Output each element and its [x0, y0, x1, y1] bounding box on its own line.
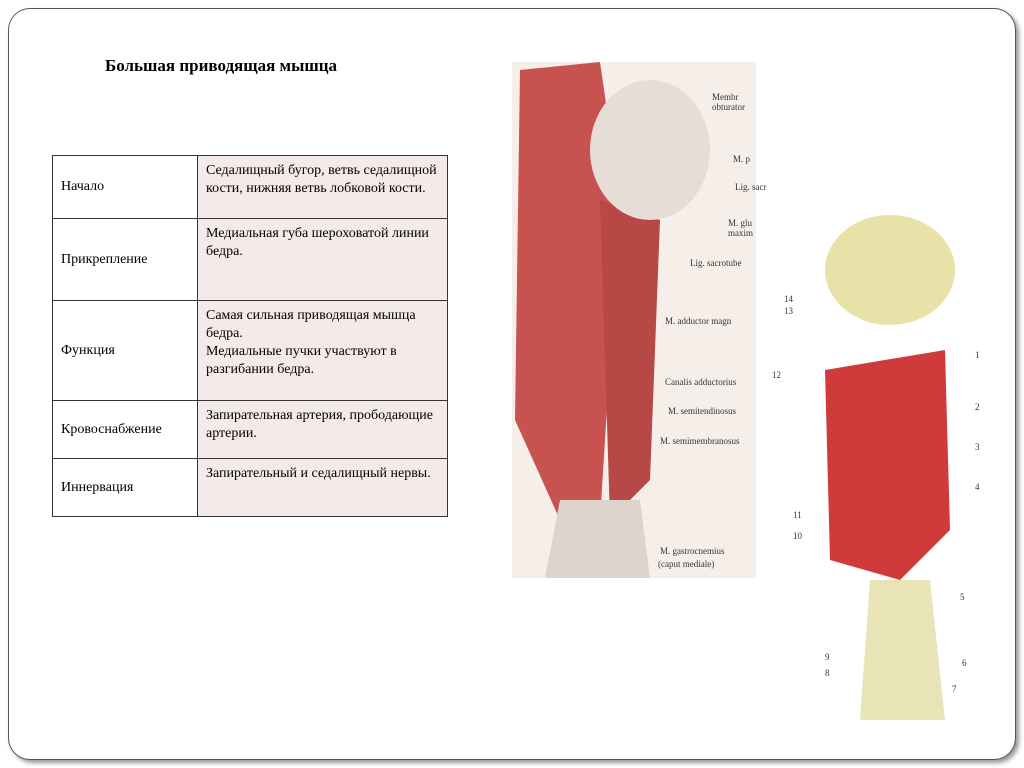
label: 1: [975, 350, 980, 360]
label: M. glu: [728, 218, 753, 228]
bone: [545, 500, 650, 578]
label: 9: [825, 652, 830, 662]
cell: Иннервация: [52, 458, 198, 517]
bone: [825, 215, 955, 325]
label: M. p: [733, 154, 751, 164]
label: 8: [825, 668, 830, 678]
cell: Запирательный и седалищный нервы.: [197, 458, 448, 517]
label: 6: [962, 658, 967, 668]
label: (caput mediale): [658, 559, 714, 569]
cell: Функция: [52, 300, 198, 401]
label: 11: [793, 510, 802, 520]
bone: [860, 580, 945, 720]
label: M. semimembranosus: [660, 436, 740, 446]
label: 10: [793, 531, 803, 541]
cell: Самая сильная приводящая мышца бедра. Ме…: [197, 300, 448, 401]
label: Lig. sacrotube: [690, 258, 741, 268]
label: 13: [784, 306, 794, 316]
label: Lig. sacr: [735, 182, 767, 192]
label: obturator: [712, 102, 745, 112]
label: M. adductor magn: [665, 316, 732, 326]
cell: Прикрепление: [52, 218, 198, 301]
label: M. gastrocnemius: [660, 546, 725, 556]
label: 7: [952, 684, 957, 694]
figure-right: 14 13 12 1 2 3 4 11 10 5 9 8 6 7: [772, 215, 980, 720]
label: Canalis adductorius: [665, 377, 737, 387]
muscle-table: Начало Седалищный бугор, ветвь седалищной…: [52, 155, 448, 517]
label: 4: [975, 482, 980, 492]
bone: [590, 80, 710, 220]
label: 3: [975, 442, 980, 452]
muscle: [600, 200, 660, 520]
label: 12: [772, 370, 781, 380]
muscle: [515, 62, 620, 520]
cell: Медиальная губа шероховатой линии бедра.: [197, 218, 448, 301]
label: 5: [960, 592, 965, 602]
slide-title: Большая приводящая мышца: [105, 56, 338, 75]
label: 14: [784, 294, 794, 304]
label: M. semitendinosus: [668, 406, 736, 416]
label: maxim: [728, 228, 753, 238]
cell: Начало: [52, 155, 198, 219]
figure-left: Membr obturator M. p Lig. sacr M. glu ma…: [512, 62, 767, 578]
muscle: [825, 350, 950, 580]
cell: Седалищный бугор, ветвь седалищной кости…: [197, 155, 448, 219]
label: Membr: [712, 92, 739, 102]
label: 2: [975, 402, 980, 412]
cell: Кровоснабжение: [52, 400, 198, 459]
cell: Запирательная артерия, прободающие артер…: [197, 400, 448, 459]
